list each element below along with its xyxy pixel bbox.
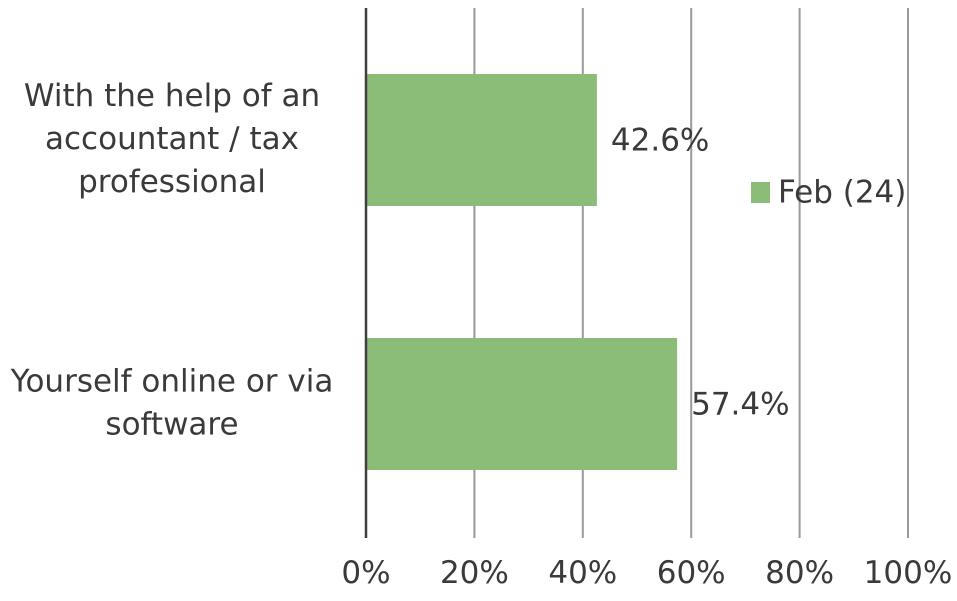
category-label-line: accountant / tax [45, 121, 299, 157]
legend-swatch [751, 182, 770, 203]
legend-label: Feb (24) [778, 175, 906, 211]
x-tick-label-40: 40% [548, 555, 617, 591]
category-label-0: With the help of an accountant / tax profe… [24, 78, 320, 200]
category-label-line: software [105, 406, 238, 442]
x-tick-label-0: 0% [341, 555, 390, 591]
category-label-1: Yourself online or via software [10, 363, 334, 442]
data-label-0: 42.6% [611, 123, 709, 159]
x-tick-label-80: 80% [765, 555, 834, 591]
data-label-1: 57.4% [691, 387, 789, 423]
x-tick-label-60: 60% [657, 555, 726, 591]
bar-1 [366, 338, 678, 470]
category-label-line: With the help of an [24, 78, 320, 114]
x-tick-label-20: 20% [440, 555, 509, 591]
x-tick-label-100: 100% [864, 555, 953, 591]
category-label-line: Yourself online or via [10, 363, 334, 399]
legend: Feb (24) [751, 175, 906, 211]
bar-0 [366, 74, 597, 206]
category-label-line: professional [78, 164, 266, 200]
